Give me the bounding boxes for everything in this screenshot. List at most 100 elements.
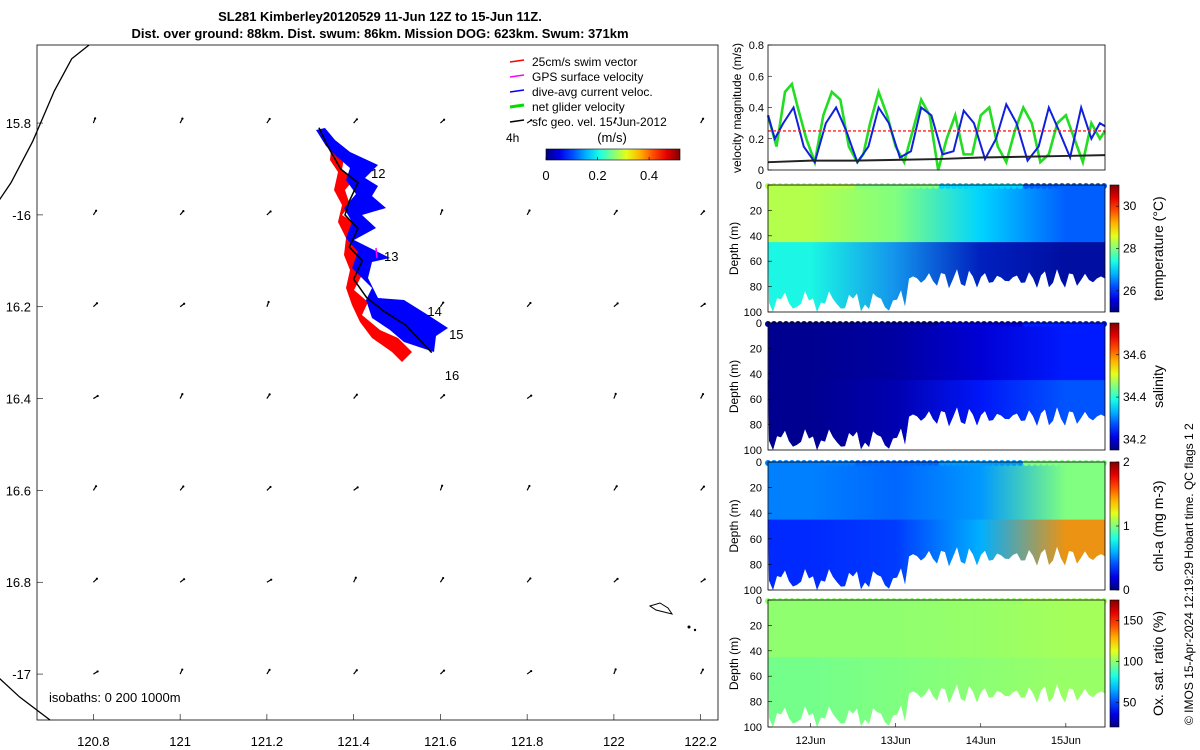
- surface-sample-dot: [801, 321, 807, 327]
- surface-sample-dot: [1035, 321, 1041, 327]
- surface-sample-dot: [1011, 598, 1017, 604]
- geo-velocity-arrowhead: [96, 394, 99, 398]
- geo-velocity-arrowhead: [182, 578, 186, 581]
- surface-sample-dot: [981, 598, 987, 604]
- legend-swatch: [509, 59, 525, 63]
- velocity-y-tick-label: 0.4: [749, 103, 764, 115]
- heatmap-y-tick-label: 20: [750, 205, 762, 217]
- surface-sample-dot: [855, 183, 861, 189]
- surface-sample-dot: [1017, 183, 1023, 189]
- surface-sample-dot: [861, 460, 867, 466]
- surface-sample-dot: [987, 183, 993, 189]
- surface-sample-dot: [1011, 460, 1017, 466]
- surface-sample-dot: [927, 321, 933, 327]
- heatmap-frame: [767, 322, 1106, 451]
- velocity-series-line: [767, 101, 1106, 165]
- heatmap-colorbar-tick-label: 30: [1123, 199, 1137, 213]
- surface-sample-dot: [843, 183, 849, 189]
- geo-velocity-arrowhead: [183, 302, 186, 305]
- surface-sample-dot: [879, 183, 885, 189]
- heatmap-colorbar-tick-label: 50: [1123, 695, 1137, 709]
- surface-sample-dot: [921, 321, 927, 327]
- surface-sample-dot: [777, 460, 783, 466]
- legend-label: 25cm/s swim vector: [532, 55, 637, 69]
- surface-sample-dot: [795, 183, 801, 189]
- surface-sample-dot: [813, 183, 819, 189]
- surface-sample-dot: [999, 321, 1005, 327]
- surface-sample-dot: [915, 460, 921, 466]
- surface-sample-dot: [1083, 460, 1089, 466]
- surface-sample-dot: [1011, 183, 1017, 189]
- surface-sample-dot: [1035, 460, 1041, 466]
- surface-sample-dot: [999, 460, 1005, 466]
- surface-sample-dot: [1077, 460, 1083, 466]
- surface-sample-dot: [777, 183, 783, 189]
- surface-sample-dot: [939, 598, 945, 604]
- heatmap-y-tick-label: 20: [750, 343, 762, 355]
- surface-sample-dot: [993, 321, 999, 327]
- surface-sample-dot: [825, 183, 831, 189]
- surface-sample-dot: [831, 183, 837, 189]
- surface-sample-dot: [801, 183, 807, 189]
- surface-sample-dot: [1023, 183, 1029, 189]
- surface-sample-dot: [831, 321, 837, 327]
- surface-sample-dot: [981, 321, 987, 327]
- surface-sample-dot: [987, 460, 993, 466]
- surface-sample-dot: [993, 460, 999, 466]
- gps-surface-velocity: [375, 247, 378, 259]
- surface-sample-dot: [771, 598, 777, 604]
- heatmap-colorbar-label: Ox. sat. ratio (%): [1150, 611, 1166, 716]
- surface-sample-dot: [879, 321, 885, 327]
- surface-sample-dot: [903, 183, 909, 189]
- heatmap-y-tick-label: 80: [750, 420, 762, 432]
- surface-sample-dot: [897, 321, 903, 327]
- heatmap-colorbar: [1109, 322, 1120, 451]
- surface-sample-dot: [807, 321, 813, 327]
- geo-velocity-arrowhead: [701, 393, 705, 396]
- geo-velocity-arrowhead: [441, 209, 444, 212]
- surface-sample-dot: [987, 598, 993, 604]
- isobath-label: isobaths: 0 200 1000m: [49, 690, 181, 705]
- heatmap-y-tick-label: 0: [756, 180, 762, 192]
- geo-velocity-arrowhead: [95, 302, 99, 305]
- surface-sample-dot: [933, 183, 939, 189]
- geo-velocity-arrowhead: [614, 668, 617, 671]
- heatmap-y-tick-label: 100: [744, 585, 762, 597]
- surface-sample-dot: [843, 598, 849, 604]
- surface-sample-dot: [801, 460, 807, 466]
- surface-sample-dot: [891, 321, 897, 327]
- velocity-series-line: [766, 81, 1107, 171]
- geo-velocity-arrowhead: [530, 669, 533, 673]
- surface-sample-dot: [819, 183, 825, 189]
- surface-sample-dot: [933, 460, 939, 466]
- surface-sample-dot: [933, 598, 939, 604]
- day-label: 16: [445, 368, 459, 383]
- map-colorbar: [545, 148, 681, 161]
- surface-sample-dot: [807, 183, 813, 189]
- surface-sample-dot: [1077, 598, 1083, 604]
- geo-velocity-arrowhead: [441, 484, 444, 487]
- heatmap-y-tick-label: 60: [750, 394, 762, 406]
- surface-sample-dot: [969, 460, 975, 466]
- heatmap-y-tick-label: 60: [750, 671, 762, 683]
- surface-sample-dot: [891, 183, 897, 189]
- surface-sample-dot: [945, 183, 951, 189]
- legend-swatch: [509, 74, 525, 78]
- surface-sample-dot: [993, 183, 999, 189]
- surface-sample-dot: [783, 460, 789, 466]
- surface-sample-dot: [1029, 183, 1035, 189]
- geo-velocity-arrowhead: [95, 209, 98, 212]
- surface-sample-dot: [1071, 598, 1077, 604]
- heatmap-y-tick-label: 40: [750, 508, 762, 520]
- map-x-tick-label: 121.4: [337, 734, 370, 749]
- surface-sample-dot: [885, 598, 891, 604]
- map-x-tick-label: 121.6: [424, 734, 457, 749]
- heatmap-x-tick-label: 15Jun: [1051, 735, 1081, 747]
- surface-sample-dot: [1095, 460, 1101, 466]
- surface-sample-dot: [957, 321, 963, 327]
- geo-velocity-arrowhead: [96, 670, 99, 673]
- surface-sample-dot: [849, 321, 855, 327]
- surface-sample-dot: [1017, 321, 1023, 327]
- surface-sample-dot: [1041, 321, 1047, 327]
- surface-sample-dot: [1017, 598, 1023, 604]
